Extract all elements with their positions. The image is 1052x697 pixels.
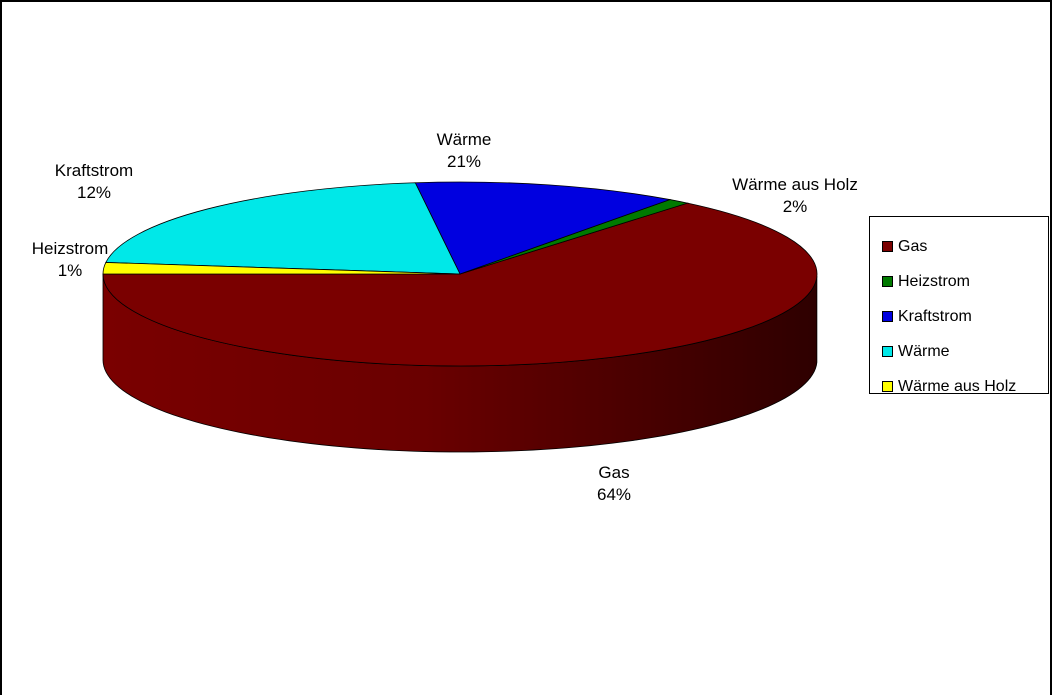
pie-slice-kraftstrom <box>414 181 672 275</box>
slice-value-heizstrom: 1% <box>58 261 83 280</box>
legend-label-kraftstrom: Kraftstrom <box>898 307 972 325</box>
slice-label-gas: Gas <box>598 463 629 482</box>
slice-label-w-rme-aus-holz: Wärme aus Holz <box>732 175 858 194</box>
legend-swatch-heizstrom <box>882 276 893 287</box>
legend-label-gas: Gas <box>898 237 928 255</box>
pie-slice-gas <box>102 202 818 367</box>
slice-value-w-rme: 21% <box>447 152 481 171</box>
legend-item-w-rme: Wärme <box>882 334 1048 369</box>
legend: Gas Heizstrom Kraftstrom Wärme Wärme aus Hol… <box>869 216 1049 395</box>
slice-label-kraftstrom: Kraftstrom <box>55 161 133 180</box>
legend-label-w-rme: Wärme <box>898 342 950 360</box>
slice-label-w-rme: Wärme <box>437 130 492 149</box>
legend-swatch-w-rme <box>882 346 893 357</box>
legend-label-heizstrom: Heizstrom <box>898 272 971 290</box>
legend-label-w-rme-aus-holz: Wärme aus Holz <box>898 377 1017 395</box>
legend-swatch-kraftstrom <box>882 311 893 322</box>
legend-item-heizstrom: Heizstrom <box>882 264 1048 299</box>
legend-swatch-w-rme-aus-holz <box>882 381 893 392</box>
slice-value-w-rme-aus-holz: 2% <box>783 197 808 216</box>
legend-swatch-gas <box>882 241 893 252</box>
legend-item-gas: Gas <box>882 229 1048 264</box>
pie-slice-w-rme-aus-holz <box>102 262 461 275</box>
slice-value-kraftstrom: 12% <box>77 183 111 202</box>
pie-slice-w-rme <box>105 182 461 275</box>
slice-label-heizstrom: Heizstrom <box>32 239 109 258</box>
legend-item-w-rme-aus-holz: Wärme aus Holz <box>882 369 1048 404</box>
legend-item-kraftstrom: Kraftstrom <box>882 299 1048 334</box>
slice-value-gas: 64% <box>597 485 631 504</box>
